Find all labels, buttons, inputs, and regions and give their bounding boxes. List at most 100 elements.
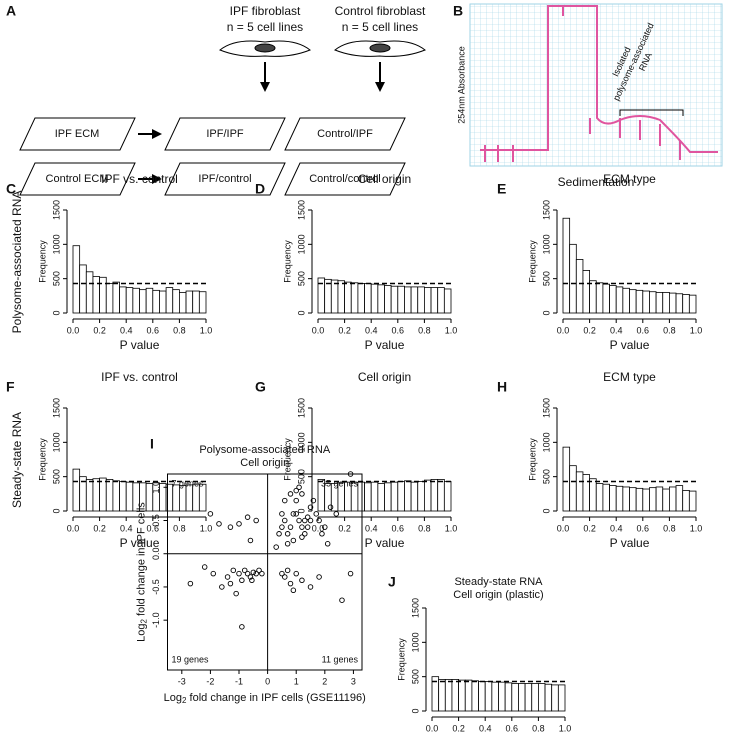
fibroblast-label: Control fibroblast bbox=[335, 4, 426, 18]
bar bbox=[185, 290, 194, 314]
y-tick-label: 0 bbox=[296, 310, 306, 315]
bar bbox=[662, 488, 670, 512]
x-tick-label: 0.2 bbox=[338, 325, 351, 335]
bar bbox=[518, 683, 526, 712]
y-tick-label: 1500 bbox=[541, 200, 551, 220]
condition-label: IPF/control bbox=[198, 173, 251, 185]
y-tick-label: 1500 bbox=[51, 200, 61, 220]
point bbox=[339, 597, 345, 603]
bar bbox=[438, 679, 446, 712]
y-axis-label: Frequency bbox=[282, 438, 292, 481]
point bbox=[316, 574, 322, 580]
y-tick-label: 1000 bbox=[51, 432, 61, 452]
bar bbox=[602, 483, 610, 512]
ecm-label: Control ECM bbox=[46, 173, 109, 185]
bar bbox=[484, 681, 493, 712]
x-tick-label: 0.8 bbox=[532, 723, 545, 733]
bar bbox=[511, 683, 519, 712]
x-axis-label: P value (GSE10921) bbox=[444, 736, 554, 738]
bar bbox=[531, 683, 539, 712]
x-tick-label: -1 bbox=[235, 676, 243, 686]
point bbox=[284, 531, 291, 537]
point bbox=[253, 570, 259, 577]
point bbox=[296, 484, 302, 491]
x-tick-label: 0.0 bbox=[67, 523, 80, 533]
point bbox=[253, 517, 259, 524]
bar bbox=[377, 284, 385, 314]
bar bbox=[562, 446, 571, 512]
point bbox=[302, 531, 308, 537]
point bbox=[293, 497, 299, 504]
label-part: fold change in IPF cells bbox=[135, 502, 147, 619]
x-tick-label: 1.0 bbox=[690, 523, 703, 533]
x-tick-label: 0.4 bbox=[120, 523, 133, 533]
y-axis-label: Frequency bbox=[527, 240, 537, 283]
ecm-label: IPF ECM bbox=[55, 128, 100, 140]
x-axis-label: P value bbox=[610, 338, 650, 352]
x-tick-label: 0.8 bbox=[663, 523, 676, 533]
bar bbox=[178, 485, 187, 512]
y-tick-label: 0 bbox=[541, 310, 551, 315]
point bbox=[296, 517, 302, 524]
point bbox=[293, 511, 299, 517]
bar bbox=[198, 291, 207, 314]
x-tick-label: 0.8 bbox=[418, 325, 431, 335]
bar bbox=[390, 481, 399, 512]
point bbox=[241, 567, 248, 574]
diagram-shapes bbox=[19, 40, 426, 196]
bar bbox=[458, 679, 466, 712]
x-tick-label: 1.0 bbox=[559, 723, 572, 733]
point bbox=[299, 524, 305, 530]
y-tick-label: 1000 bbox=[541, 234, 551, 254]
bar bbox=[423, 287, 432, 314]
point bbox=[279, 511, 285, 517]
bar bbox=[404, 286, 412, 314]
bar bbox=[575, 471, 584, 512]
x-axis-label: Log2 fold change in IPF cells (GSE11196) bbox=[164, 692, 366, 705]
point bbox=[230, 567, 237, 574]
bar bbox=[185, 484, 194, 512]
bar bbox=[397, 285, 405, 314]
x-tick-label: 0.2 bbox=[93, 523, 106, 533]
point bbox=[347, 471, 354, 477]
label-subscript: 2 bbox=[182, 696, 187, 705]
bar bbox=[642, 488, 650, 512]
bar bbox=[595, 483, 604, 512]
y-axis-label: Frequency bbox=[37, 438, 47, 481]
y-tick-label: 500 bbox=[51, 271, 61, 286]
bar bbox=[437, 287, 445, 314]
bar bbox=[649, 291, 657, 314]
chart-title: IPF vs. control bbox=[101, 172, 178, 186]
bar bbox=[119, 286, 127, 314]
bar bbox=[105, 479, 114, 512]
annotation: 7 genes bbox=[172, 478, 205, 488]
bar bbox=[629, 487, 637, 512]
bar bbox=[324, 278, 332, 314]
y-tick-label: 500 bbox=[541, 271, 551, 286]
x-tick-label: 0.2 bbox=[583, 523, 596, 533]
x-tick-label: 0.6 bbox=[506, 723, 519, 733]
bar bbox=[370, 481, 379, 512]
point bbox=[287, 524, 294, 530]
point bbox=[247, 574, 254, 580]
point bbox=[224, 574, 231, 580]
point bbox=[282, 574, 288, 580]
y-tick-label: 0 bbox=[296, 508, 306, 513]
bar bbox=[337, 280, 346, 314]
bar bbox=[198, 483, 207, 512]
bar bbox=[471, 680, 479, 712]
panel-label: H bbox=[497, 379, 507, 395]
x-tick-label: 1.0 bbox=[200, 325, 213, 335]
x-tick-label: 0.4 bbox=[610, 523, 623, 533]
bar bbox=[417, 286, 425, 314]
x-tick-label: 0.4 bbox=[120, 325, 133, 335]
bar bbox=[139, 289, 147, 314]
y-tick-label: 1.0 bbox=[151, 481, 161, 494]
bar bbox=[682, 489, 690, 512]
bar bbox=[410, 481, 419, 512]
row-label: Polysome-associated RNA bbox=[10, 191, 24, 334]
axis-label: 254nm Absorbance bbox=[456, 46, 466, 124]
point bbox=[279, 524, 285, 530]
point bbox=[279, 570, 285, 577]
x-tick-label: 0.2 bbox=[93, 325, 106, 335]
